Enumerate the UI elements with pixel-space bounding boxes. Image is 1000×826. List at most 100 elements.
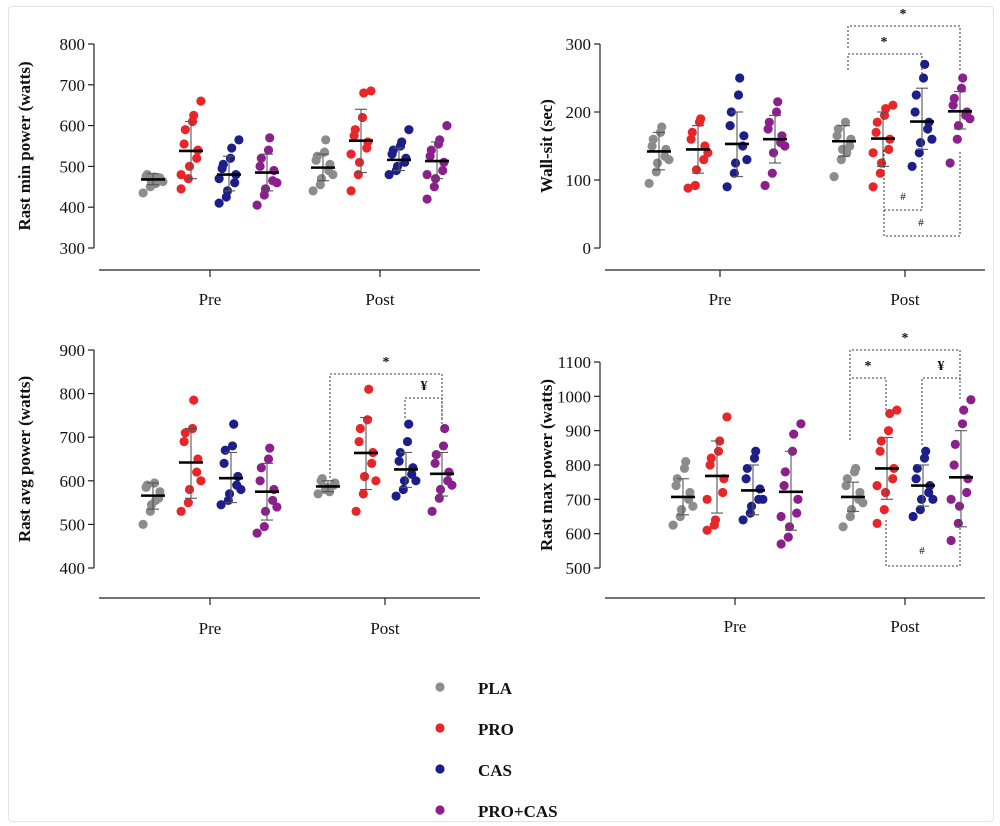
legend-label: PLA xyxy=(478,679,513,698)
data-point xyxy=(738,515,748,525)
data-point xyxy=(946,535,956,546)
legend-label: CAS xyxy=(478,761,512,780)
data-point xyxy=(780,141,790,151)
data-point xyxy=(224,489,235,499)
legend: PLA PRO CAS PRO+CAS xyxy=(435,679,558,821)
data-point xyxy=(685,487,695,498)
data-point xyxy=(192,153,202,163)
y-tick-label: 400 xyxy=(60,559,86,578)
data-point xyxy=(789,429,799,439)
bracket-cas-procas xyxy=(404,397,443,418)
sig-marker: ¥ xyxy=(938,359,945,374)
y-tick-label: 800 xyxy=(60,35,86,54)
sig-marker: * xyxy=(881,35,888,50)
sig-marker: * xyxy=(383,355,390,370)
data-point xyxy=(722,182,732,192)
data-point xyxy=(691,165,702,175)
chart-panel-3: 400 500 600 700 800 900 Rast avg power (watts)… xyxy=(15,341,480,638)
data-point xyxy=(783,532,793,542)
data-point xyxy=(268,495,278,506)
x-tick-label: Pre xyxy=(724,617,747,636)
data-point xyxy=(730,158,741,168)
y-tick-label: 800 xyxy=(60,385,86,404)
data-point xyxy=(346,186,356,196)
y-tick-label: 500 xyxy=(60,515,86,534)
y-tick-label: 500 xyxy=(60,157,86,176)
y-tick-label: 100 xyxy=(566,171,592,190)
y-axis-label: Rast max power (watts) xyxy=(537,379,556,551)
data-point xyxy=(679,463,690,474)
data-point xyxy=(713,446,724,456)
data-point xyxy=(263,145,274,155)
data-point xyxy=(218,159,228,169)
data-point xyxy=(959,405,969,415)
data-point xyxy=(924,487,934,498)
data-point xyxy=(884,144,894,154)
data-point xyxy=(671,481,681,491)
data-point xyxy=(948,100,958,110)
data-point xyxy=(768,148,779,158)
data-point xyxy=(256,463,266,473)
data-point xyxy=(949,93,959,103)
legend-marker xyxy=(435,723,445,733)
data-point xyxy=(966,395,976,405)
data-point xyxy=(214,174,224,184)
data-point xyxy=(888,100,898,110)
data-point xyxy=(908,511,918,522)
data-point xyxy=(956,83,967,93)
data-point xyxy=(773,97,783,107)
data-point xyxy=(155,487,165,497)
y-tick-label: 600 xyxy=(60,117,86,136)
data-point xyxy=(851,463,861,474)
data-point xyxy=(784,522,795,532)
data-point xyxy=(919,453,930,463)
data-point xyxy=(319,147,330,157)
x-tick-label: Pre xyxy=(199,619,222,638)
data-point xyxy=(391,491,401,501)
data-point xyxy=(763,124,773,134)
data-point xyxy=(907,161,917,171)
data-point xyxy=(868,182,878,192)
sig-marker: # xyxy=(900,191,906,203)
data-point xyxy=(230,178,240,188)
data-point xyxy=(833,124,843,134)
data-point xyxy=(227,143,237,153)
legend-marker xyxy=(435,805,445,815)
x-tick-label: Pre xyxy=(709,290,732,309)
data-point xyxy=(751,446,761,456)
data-point xyxy=(411,476,421,486)
data-point xyxy=(872,117,882,127)
data-point xyxy=(838,522,848,532)
y-tick-label: 700 xyxy=(566,490,592,509)
data-point xyxy=(912,463,922,474)
data-point xyxy=(427,506,437,516)
data-point xyxy=(260,506,271,516)
data-point xyxy=(317,474,327,484)
data-point xyxy=(668,520,678,530)
data-point xyxy=(176,506,186,516)
data-point xyxy=(225,153,236,163)
data-point xyxy=(793,494,803,504)
y-tick-label: 800 xyxy=(566,456,592,475)
data-point xyxy=(749,453,760,463)
data-point xyxy=(359,88,369,98)
data-point xyxy=(180,125,190,135)
data-point xyxy=(189,395,199,405)
data-point xyxy=(357,112,368,123)
y-tick-label: 600 xyxy=(566,525,592,544)
data-point xyxy=(846,505,857,515)
data-point xyxy=(252,528,262,538)
data-point xyxy=(265,443,275,453)
data-point xyxy=(742,463,752,474)
bracket-pla-procas xyxy=(847,25,961,70)
data-point xyxy=(879,505,889,515)
data-point xyxy=(313,489,323,499)
significance-annotations: * * # # * ¥ * * ¥ # xyxy=(329,7,961,567)
data-point xyxy=(845,511,855,522)
data-point xyxy=(739,131,749,141)
data-point xyxy=(915,505,925,515)
data-point xyxy=(962,487,972,498)
data-point xyxy=(963,474,973,484)
data-point xyxy=(321,135,331,145)
